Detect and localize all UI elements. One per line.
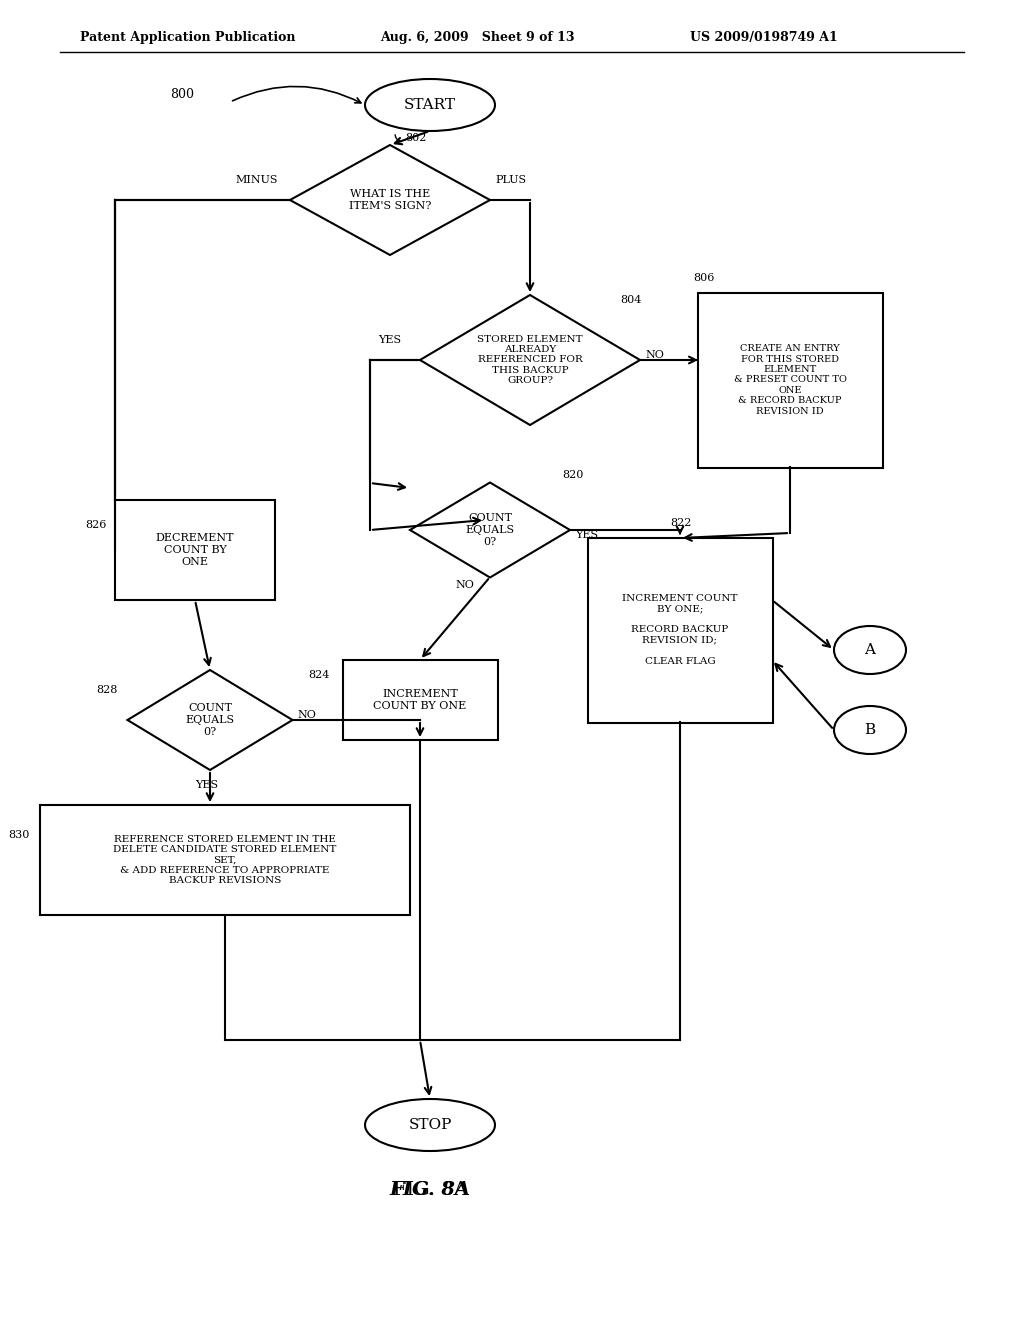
Text: 822: 822 bbox=[670, 517, 691, 528]
Text: Patent Application Publication: Patent Application Publication bbox=[80, 30, 296, 44]
Text: FIG. 8A: FIG. 8A bbox=[389, 1181, 471, 1199]
Text: 826: 826 bbox=[85, 520, 106, 531]
Bar bbox=[342, 660, 498, 741]
Text: 806: 806 bbox=[693, 273, 715, 282]
Text: YES: YES bbox=[575, 531, 598, 540]
Text: COUNT
EQUALS
0?: COUNT EQUALS 0? bbox=[185, 704, 234, 737]
Text: 802: 802 bbox=[406, 133, 426, 143]
Text: A: A bbox=[864, 643, 876, 657]
Text: MINUS: MINUS bbox=[234, 176, 278, 185]
Text: COUNT
EQUALS
0?: COUNT EQUALS 0? bbox=[466, 513, 515, 546]
Text: YES: YES bbox=[378, 335, 401, 345]
Bar bbox=[588, 537, 772, 722]
Text: REFERENCE STORED ELEMENT IN THE
DELETE CANDIDATE STORED ELEMENT
SET,
& ADD REFER: REFERENCE STORED ELEMENT IN THE DELETE C… bbox=[114, 834, 337, 886]
Text: CREATE AN ENTRY
FOR THIS STORED
ELEMENT
& PRESET COUNT TO
ONE
& RECORD BACKUP
RE: CREATE AN ENTRY FOR THIS STORED ELEMENT … bbox=[733, 345, 847, 416]
Text: START: START bbox=[404, 98, 456, 112]
Text: 804: 804 bbox=[620, 294, 641, 305]
Text: YES: YES bbox=[195, 780, 218, 789]
Text: PLUS: PLUS bbox=[495, 176, 526, 185]
Text: 820: 820 bbox=[562, 470, 584, 480]
Text: 830: 830 bbox=[8, 830, 30, 840]
Text: DECREMENT
COUNT BY
ONE: DECREMENT COUNT BY ONE bbox=[156, 533, 234, 566]
Text: STORED ELEMENT
ALREADY
REFERENCED FOR
THIS BACKUP
GROUP?: STORED ELEMENT ALREADY REFERENCED FOR TH… bbox=[477, 335, 583, 385]
Text: STOP: STOP bbox=[409, 1118, 452, 1133]
Text: NO: NO bbox=[645, 350, 664, 360]
Text: 800: 800 bbox=[170, 88, 194, 102]
Text: NO: NO bbox=[297, 710, 315, 719]
Text: 824: 824 bbox=[308, 671, 330, 680]
Bar bbox=[115, 500, 275, 601]
Text: FIG. 8A: FIG. 8A bbox=[392, 1181, 467, 1199]
Bar bbox=[40, 805, 410, 915]
Text: NO: NO bbox=[455, 579, 474, 590]
Text: INCREMENT COUNT
BY ONE;

RECORD BACKUP
REVISION ID;

CLEAR FLAG: INCREMENT COUNT BY ONE; RECORD BACKUP RE… bbox=[623, 594, 737, 665]
Text: WHAT IS THE
ITEM'S SIGN?: WHAT IS THE ITEM'S SIGN? bbox=[349, 189, 431, 211]
Text: US 2009/0198749 A1: US 2009/0198749 A1 bbox=[690, 30, 838, 44]
Text: B: B bbox=[864, 723, 876, 737]
Text: 828: 828 bbox=[96, 685, 118, 696]
Text: Aug. 6, 2009   Sheet 9 of 13: Aug. 6, 2009 Sheet 9 of 13 bbox=[380, 30, 574, 44]
Bar bbox=[697, 293, 883, 467]
Text: INCREMENT
COUNT BY ONE: INCREMENT COUNT BY ONE bbox=[374, 689, 467, 710]
